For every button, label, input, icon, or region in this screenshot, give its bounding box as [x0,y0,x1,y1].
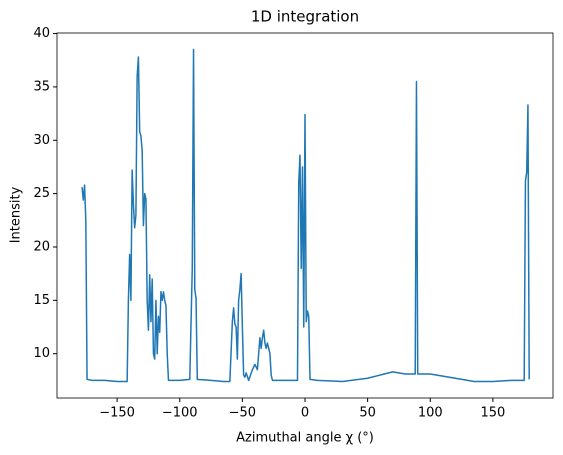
x-tick-label: 50 [359,406,376,421]
y-tick-label: 30 [33,133,50,148]
chart-title: 1D integration [251,8,359,26]
y-axis-label: Intensity [9,186,24,243]
axes-frame [56,32,554,399]
x-tick-label: −50 [229,406,256,421]
x-tick-label: −100 [162,406,198,421]
x-tick-label: 0 [301,406,309,421]
x-axis-label: Azimuthal angle χ (°) [236,431,374,446]
data-line [81,48,530,383]
x-tick-label: 150 [480,406,505,421]
y-tick-label: 25 [33,186,50,201]
y-tick-label: 15 [33,293,50,308]
x-tick-label: 100 [418,406,443,421]
y-tick-label: 40 [33,26,50,41]
y-tick-label: 35 [33,79,50,94]
y-tick-label: 10 [33,346,50,361]
x-tick-label: −150 [99,406,135,421]
y-tick-label: 20 [33,239,50,254]
